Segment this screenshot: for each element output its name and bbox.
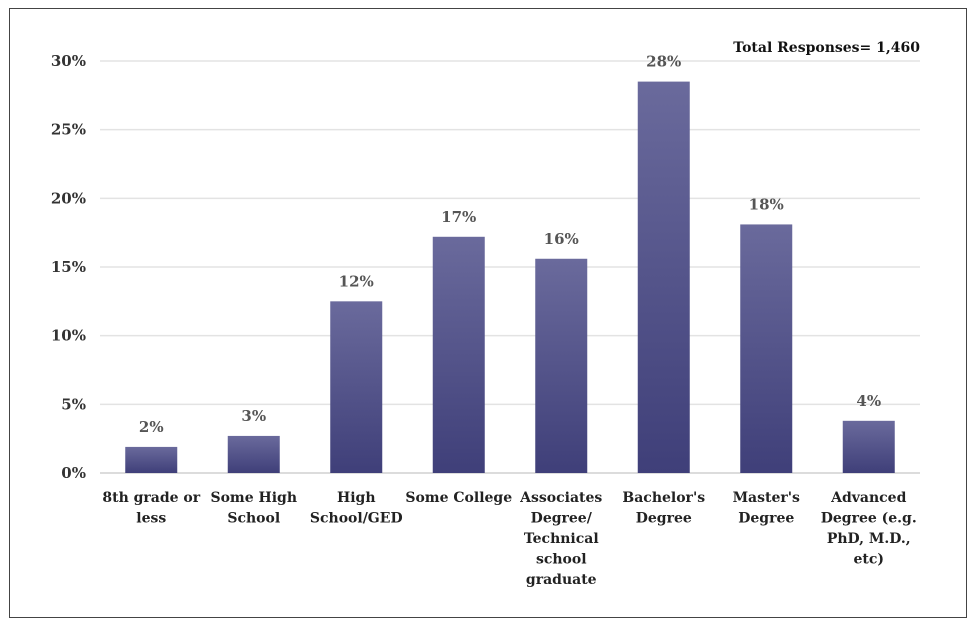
y-axis-ticks: 0% 5% 10% 15% 20% 25% 30% (51, 52, 86, 482)
x-tick-label: 8th grade or less (102, 490, 200, 527)
bar (535, 258, 588, 473)
data-label: 3% (241, 407, 266, 425)
x-tick-label: Advanced Degree (e.g. PhD, M.D., etc) (821, 490, 917, 568)
x-axis-categories: 8th grade or less Some High School High Schoo… (102, 490, 916, 588)
x-tick-label: High School/GED (310, 490, 403, 527)
x-tick-label: Some High School (210, 490, 297, 527)
data-label: 2% (139, 418, 164, 436)
data-labels: 2% 3% 12% 17% 16% 28% 18% 4% (139, 53, 881, 436)
bar (842, 420, 895, 473)
bars (125, 81, 895, 473)
y-tick-label: 5% (61, 395, 86, 413)
bar (432, 236, 485, 473)
x-tick-label: Associates Degree/Technical school graduate (519, 490, 602, 588)
bar (330, 301, 383, 473)
total-responses-note: Total Responses= 1,460 (733, 40, 920, 56)
gridlines (100, 60, 920, 474)
y-tick-label: 15% (51, 258, 86, 276)
y-tick-label: 20% (51, 189, 86, 207)
data-label: 4% (856, 392, 881, 410)
bar (637, 81, 690, 473)
data-label: 17% (441, 208, 476, 226)
data-label: 12% (339, 272, 374, 290)
y-tick-label: 0% (61, 464, 86, 482)
y-tick-label: 10% (51, 327, 86, 345)
x-tick-label: Master's Degree (733, 490, 800, 527)
x-tick-label: Bachelor's Degree (622, 490, 705, 527)
y-tick-label: 25% (51, 121, 86, 139)
data-label: 18% (749, 195, 784, 213)
data-label: 28% (646, 53, 681, 71)
x-tick-label: Some College (405, 490, 512, 506)
bar (125, 446, 178, 473)
data-label: 16% (544, 230, 579, 248)
y-tick-label: 30% (51, 52, 86, 70)
bar (740, 224, 793, 473)
chart-frame (9, 8, 967, 618)
bar (227, 435, 280, 473)
